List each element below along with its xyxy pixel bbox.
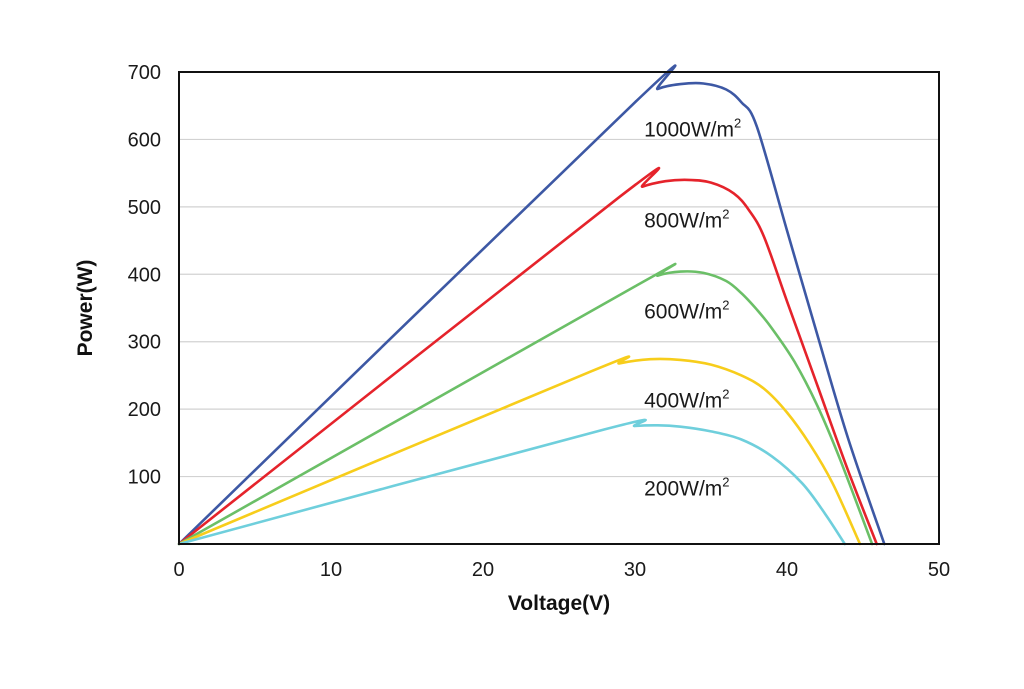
x-tick-label: 30 [624, 559, 646, 581]
series-line-3 [177, 355, 862, 546]
series-label-superscript: 2 [722, 386, 729, 401]
x-tick-label: 40 [776, 559, 798, 581]
series-label-superscript: 2 [734, 115, 741, 130]
y-tick-label: 200 [128, 399, 161, 421]
series-label-text: 800W/m [644, 209, 722, 232]
y-tick-label: 700 [128, 62, 161, 84]
series-line-4 [177, 418, 847, 546]
y-tick-label: 400 [128, 264, 161, 286]
y-axis-ticks: 100 200 300 400 500 600 700 [128, 62, 161, 489]
y-tick-label: 600 [128, 129, 161, 151]
series-label-text: 600W/m [644, 300, 722, 323]
x-tick-label: 0 [173, 559, 184, 581]
series-label-superscript: 2 [722, 206, 729, 221]
y-tick-label: 300 [128, 332, 161, 354]
plot-frame [178, 71, 940, 545]
x-tick-label: 50 [928, 559, 950, 581]
series-label-1: 800W/m2 [644, 206, 729, 232]
y-tick-label: 100 [128, 467, 161, 489]
y-tick-label: 500 [128, 197, 161, 219]
series-label-superscript: 2 [722, 297, 729, 312]
series-label-0: 1000W/m2 [644, 115, 741, 141]
series-line-2 [177, 262, 874, 546]
x-tick-label: 10 [320, 559, 342, 581]
series-curves [177, 64, 886, 546]
series-label-text: 200W/m [644, 478, 722, 501]
series-label-2: 600W/m2 [644, 297, 729, 323]
x-tick-label: 20 [472, 559, 494, 581]
series-line-0 [177, 64, 886, 546]
grid-lines [179, 71, 939, 478]
x-axis-title: Voltage(V) [508, 592, 610, 615]
series-label-superscript: 2 [722, 475, 729, 490]
series-label-text: 400W/m [644, 389, 722, 412]
series-label-3: 400W/m2 [644, 386, 729, 412]
y-axis-title: Power(W) [74, 260, 97, 357]
series-label-text: 1000W/m [644, 118, 734, 141]
series-line-1 [177, 166, 878, 546]
x-axis-ticks: 0 10 20 30 40 50 [173, 559, 950, 581]
series-label-4: 200W/m2 [644, 475, 729, 501]
